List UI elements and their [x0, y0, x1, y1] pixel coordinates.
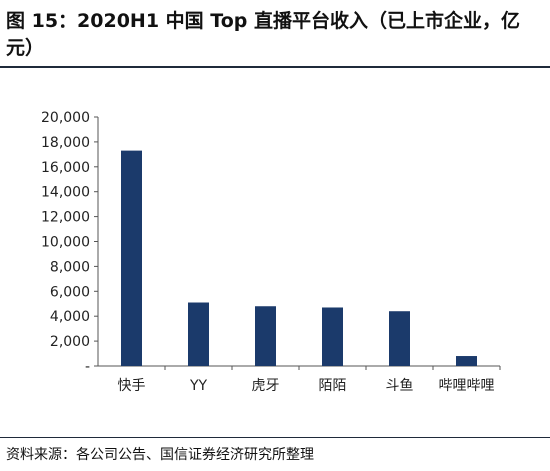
x-tick-label: 哔哩哔哩: [439, 378, 495, 394]
bar: [389, 311, 410, 366]
bar: [121, 150, 142, 366]
y-tick-label: 12,000: [41, 210, 90, 226]
bar: [255, 306, 276, 366]
y-tick-label: 4,000: [50, 309, 90, 325]
x-tick-label: YY: [189, 378, 208, 394]
bar: [188, 302, 209, 366]
y-tick-label: 16,000: [41, 160, 90, 176]
y-tick-label: 20,000: [41, 110, 90, 126]
y-tick-label: 8,000: [50, 259, 90, 275]
y-tick-label: 6,000: [50, 284, 90, 300]
bar: [322, 307, 343, 366]
x-tick-label: 虎牙: [252, 378, 280, 394]
title-divider: [0, 66, 550, 68]
chart-title: 图 15：2020H1 中国 Top 直播平台收入（已上市企业，亿元）: [6, 10, 520, 59]
y-tick-label: 18,000: [41, 135, 90, 151]
y-tick-label: -: [85, 359, 90, 375]
source-divider: [0, 437, 550, 438]
source-note: 资料来源：各公司公告、国信证券经济研究所整理: [6, 447, 314, 463]
y-tick-label: 2,000: [50, 334, 90, 350]
y-tick-label: 14,000: [41, 185, 90, 201]
x-tick-label: 斗鱼: [386, 377, 414, 394]
y-tick-label: 10,000: [41, 235, 90, 251]
x-tick-label: 陌陌: [319, 378, 347, 394]
bar: [456, 356, 477, 366]
x-tick-label: 快手: [118, 378, 146, 394]
